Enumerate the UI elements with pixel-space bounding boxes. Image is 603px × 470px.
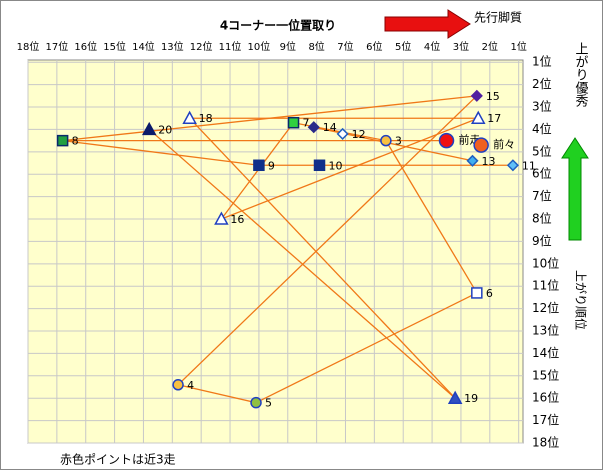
- y-axis-label: 上がり順位: [574, 270, 589, 330]
- point: [471, 287, 483, 299]
- link-line: [177, 95, 478, 386]
- point-label: 11: [522, 159, 536, 172]
- point: [447, 390, 463, 404]
- y-tick-label: 9位: [532, 233, 552, 248]
- x-tick-label: 5位: [395, 40, 411, 53]
- x-tick-label: 7位: [337, 40, 353, 53]
- point: [336, 127, 349, 140]
- point-label: 20: [158, 123, 172, 136]
- x-tick-label: 11位: [219, 40, 242, 53]
- point: [438, 132, 455, 149]
- y-tick-label: 4位: [532, 121, 552, 136]
- y-tick-label: 3位: [532, 99, 552, 114]
- link-line: [148, 128, 456, 399]
- y-tick-label: 17位: [532, 412, 559, 427]
- x-tick-label: 13位: [161, 40, 184, 53]
- y-tick-label: 7位: [532, 188, 552, 203]
- x-tick-label: 16位: [74, 40, 97, 53]
- point: [466, 154, 479, 167]
- point-label: 18: [199, 112, 213, 125]
- note: 赤色ポイントは近3走: [60, 453, 176, 467]
- chart-title: 4コーナー一位置取り: [220, 18, 336, 33]
- point: [172, 379, 184, 391]
- y-tick-label: 12位: [532, 300, 559, 315]
- point-label: 15: [486, 90, 500, 103]
- point: [470, 110, 486, 124]
- link-line: [62, 139, 259, 166]
- y-tick-label: 18位: [532, 435, 559, 450]
- point: [473, 137, 489, 153]
- point: [506, 159, 519, 172]
- point: [214, 211, 229, 225]
- x-tick-label: 15位: [103, 40, 126, 53]
- point-label: 6: [486, 287, 493, 300]
- grid: [27, 60, 523, 444]
- point: [182, 110, 197, 124]
- point: [470, 89, 483, 102]
- x-tick-label: 6位: [366, 40, 382, 53]
- y-tick-label: 10位: [532, 255, 559, 270]
- y-tick-label: 15位: [532, 367, 559, 382]
- point: [250, 396, 262, 409]
- y-tick-label: 5位: [532, 143, 552, 158]
- point-label: 7: [303, 117, 310, 130]
- y-tick-label: 1位: [532, 54, 552, 69]
- point-label: 19: [464, 392, 478, 405]
- point: [380, 134, 392, 147]
- x-tick-label: 3位: [453, 40, 469, 53]
- point-label: 16: [230, 213, 244, 226]
- y-tick-label: 11位: [532, 278, 559, 293]
- x-tick-label: 18位: [17, 40, 40, 53]
- point-label: 9: [268, 159, 275, 172]
- point-label: 14: [323, 121, 337, 134]
- x-tick-label: 14位: [132, 40, 155, 53]
- x-tick-label: 12位: [190, 40, 213, 53]
- x-tick-label: 1位: [510, 40, 526, 53]
- point: [141, 121, 157, 136]
- y-tick-label: 2位: [532, 76, 552, 91]
- point-label: 17: [487, 112, 501, 125]
- x-tick-label: 10位: [248, 40, 271, 53]
- up-arrow: [561, 137, 589, 241]
- point: [253, 159, 265, 172]
- point-label: 4: [187, 379, 194, 392]
- x-tick-label: 2位: [482, 40, 498, 53]
- point: [313, 159, 326, 172]
- link-line: [177, 384, 257, 404]
- point-label: 3: [395, 135, 402, 148]
- point: [307, 121, 320, 134]
- link-line: [385, 140, 478, 294]
- x-tick-label: 8位: [308, 40, 324, 53]
- y-tick-label: 8位: [532, 211, 552, 226]
- x-tick-label: 9位: [280, 40, 296, 53]
- point-label: 5: [265, 397, 272, 410]
- link-line: [189, 117, 456, 399]
- y-arrow-label: 上がり優秀: [573, 42, 589, 108]
- point-label: 13: [481, 155, 495, 168]
- point-label: 8: [72, 135, 79, 148]
- link-line: [255, 292, 478, 404]
- arrow-label: 先行脚質: [474, 10, 522, 25]
- y-tick-label: 6位: [532, 166, 552, 181]
- point-label: 10: [329, 159, 343, 172]
- point-label: 12: [352, 128, 366, 141]
- point: [56, 134, 69, 147]
- point: [287, 116, 300, 129]
- x-tick-label: 4位: [424, 40, 440, 53]
- x-tick-label: 17位: [45, 40, 68, 53]
- plot-area: [27, 59, 524, 444]
- y-tick-label: 13位: [532, 323, 559, 338]
- y-tick-label: 14位: [532, 345, 559, 360]
- point-label: 前々: [493, 137, 515, 151]
- y-tick-label: 16位: [532, 390, 559, 405]
- right-arrow: [384, 9, 471, 39]
